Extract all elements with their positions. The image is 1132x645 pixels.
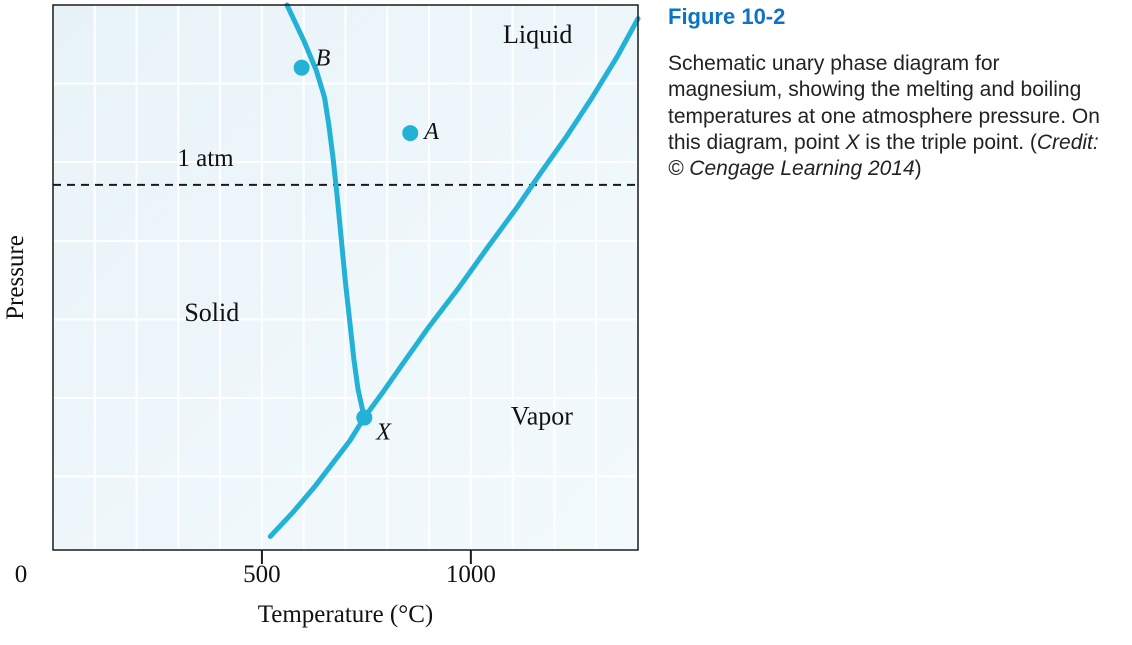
x-tick-label: 500 <box>243 561 281 588</box>
caption-variable-x: X <box>845 131 859 154</box>
figure-title: Figure 10-2 <box>668 4 1114 30</box>
figure-caption: Figure 10-2 Schematic unary phase diagra… <box>660 0 1132 645</box>
one-atm-label: 1 atm <box>177 145 234 172</box>
chart-svg: 0 500 1000 Temperature (°C) Pressure Solid Liq… <box>0 0 660 645</box>
x-tick-label: 1000 <box>446 561 496 588</box>
region-label-vapor: Vapor <box>511 402 573 431</box>
region-label-liquid: Liquid <box>503 20 572 49</box>
point-a <box>402 125 418 141</box>
point-label-x: X <box>375 420 392 446</box>
phase-diagram-chart: 0 500 1000 Temperature (°C) Pressure Solid Liq… <box>0 0 660 645</box>
x-tick-label: 0 <box>15 561 28 588</box>
point-label-b: B <box>316 46 331 72</box>
caption-text-2: is the triple point. ( <box>859 131 1036 154</box>
point-x <box>356 410 372 426</box>
x-axis-label: Temperature (°C) <box>258 601 434 628</box>
caption-text-3: ) <box>915 157 922 180</box>
region-label-solid: Solid <box>184 298 239 327</box>
point-label-a: A <box>422 119 439 145</box>
figure-body: Schematic unary phase diagram for magnes… <box>668 51 1114 182</box>
point-b <box>294 60 310 76</box>
y-axis-label: Pressure <box>2 235 29 320</box>
